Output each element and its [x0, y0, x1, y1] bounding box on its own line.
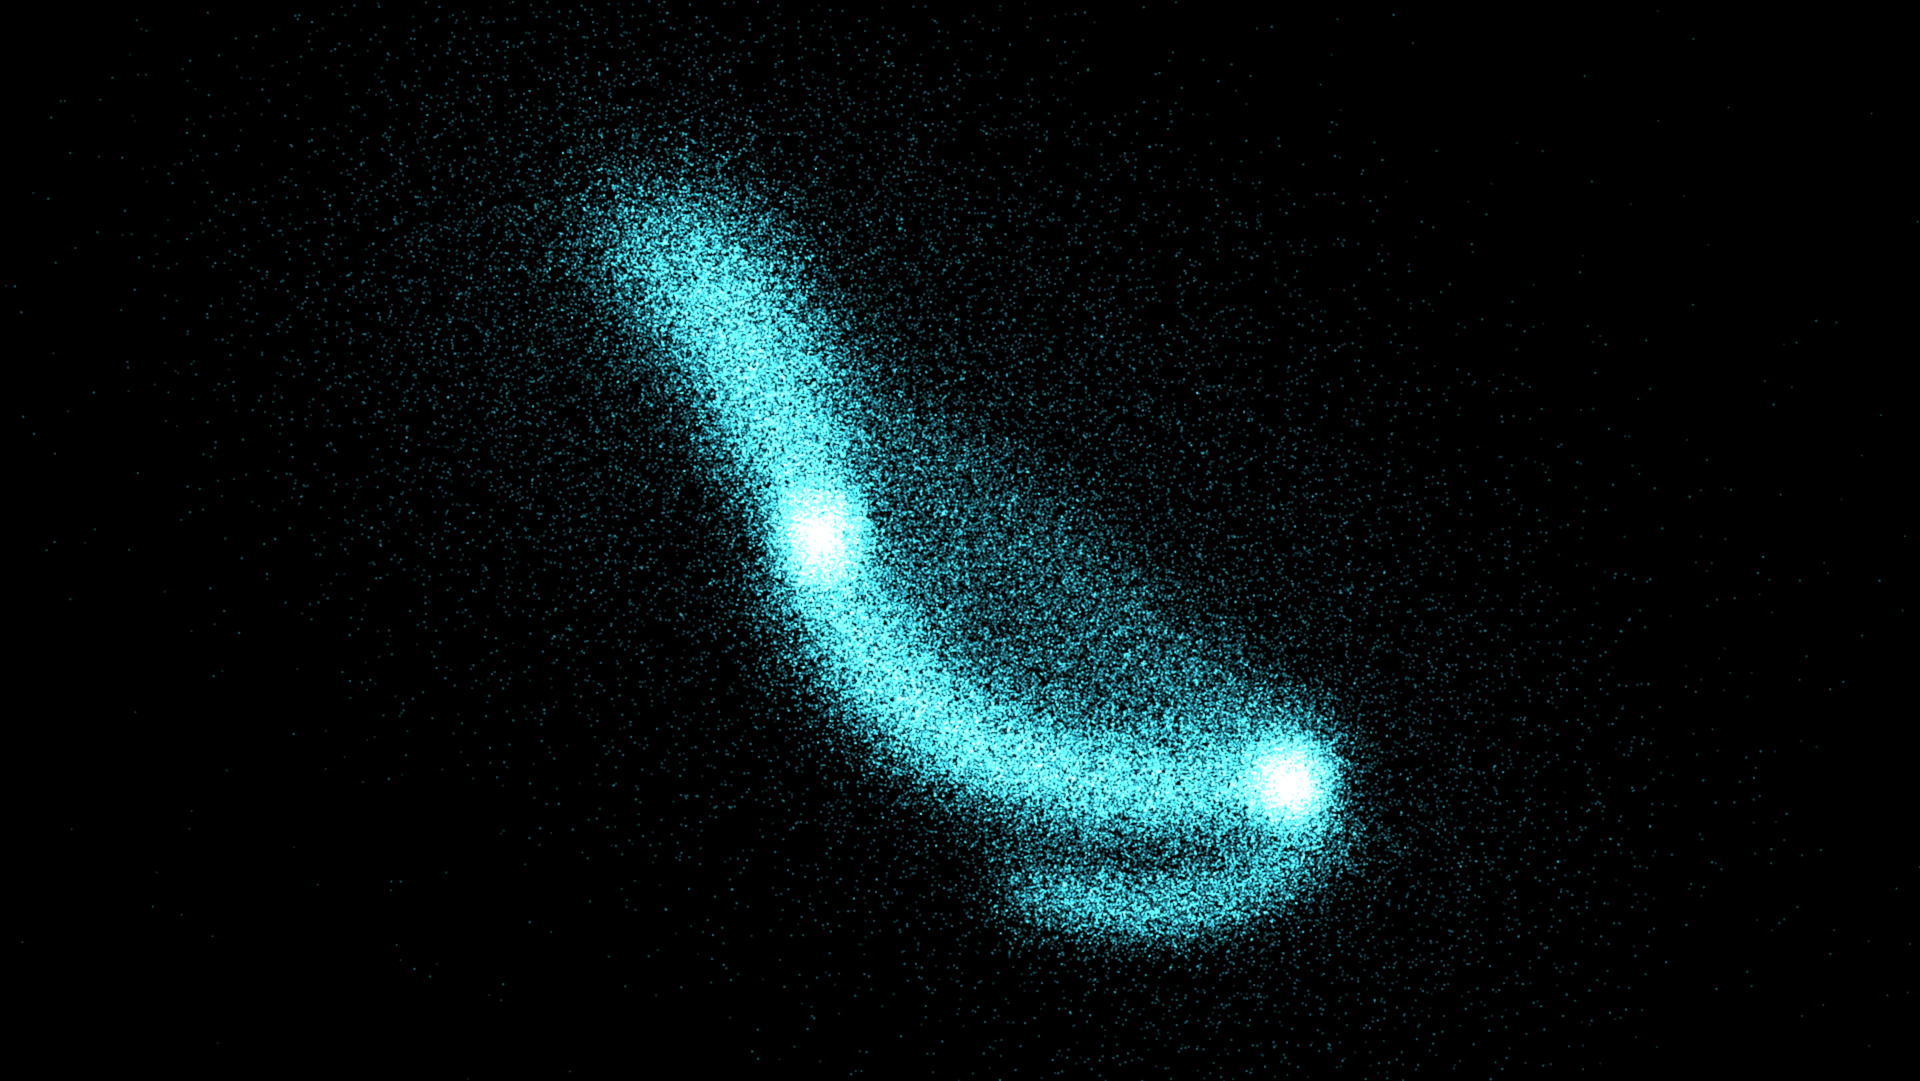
galaxy-collision-canvas[interactable] [0, 0, 1920, 1081]
simulation-viewport[interactable] [0, 0, 1920, 1081]
